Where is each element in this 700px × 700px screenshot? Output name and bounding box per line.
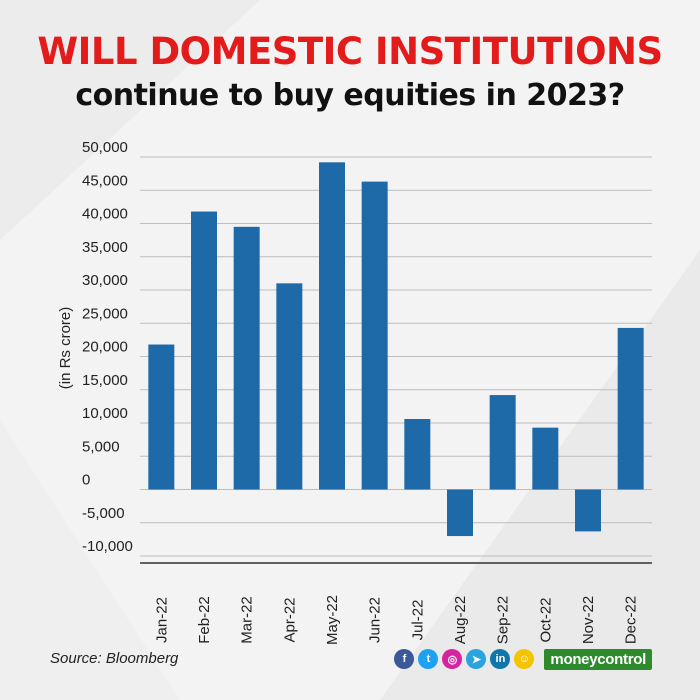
source-note: Source: Bloomberg [50,650,179,667]
chart-title-line2: continue to buy equities in 2023? [75,78,625,113]
x-tick-label: Sep-22 [495,596,512,644]
bar-dec-22 [617,327,644,490]
y-tick-label: -5,000 [82,505,125,522]
x-tick-label: Jan-22 [153,597,170,643]
y-tick-label: 5,000 [82,438,120,455]
bar-oct-22 [532,427,559,490]
facebook-icon[interactable]: f [394,649,415,669]
x-tick-label: Aug-22 [452,596,469,644]
x-tick-label: May-22 [324,595,341,645]
y-tick-label: 50,000 [82,139,128,156]
y-tick-label: 45,000 [82,172,128,189]
y-tick-label: 10,000 [82,405,128,422]
instagram-icon[interactable]: ◎ [442,649,463,669]
y-tick-label: -10,000 [82,538,133,555]
footer-branding: f t ◎ ➤ in ☺ moneycontrol [394,647,652,671]
bar-jun-22 [361,181,388,490]
x-tick-label: Dec-22 [623,596,640,644]
bar-jul-22 [404,419,431,490]
bar-mar-22 [233,226,260,490]
bar-may-22 [319,162,345,490]
bar-nov-22 [575,489,601,532]
y-tick-label: 20,000 [82,339,128,356]
y-axis-label: (in Rs crore) [57,307,74,390]
y-tick-label: 25,000 [82,305,128,322]
y-tick-label: 35,000 [82,239,128,256]
x-tick-label: Jun-22 [367,597,384,643]
bar-feb-22 [191,211,217,490]
chart-title-line1: WILL DOMESTIC INSTITUTIONS [37,30,663,73]
telegram-icon[interactable]: ➤ [466,649,487,669]
x-tick-label: Oct-22 [537,597,554,642]
bar-sep-22 [489,395,516,490]
y-tick-label: 15,000 [82,372,128,389]
x-tick-label: Apr-22 [281,597,298,642]
linkedin-icon[interactable]: in [490,649,511,669]
bar-aug-22 [447,489,473,537]
y-tick-label: 0 [82,472,90,489]
x-tick-label: Nov-22 [580,596,597,644]
x-tick-label: Mar-22 [239,596,256,644]
bar-jan-22 [148,344,175,490]
y-tick-label: 40,000 [82,206,128,223]
bar-apr-22 [276,283,303,490]
x-tick-label: Jul-22 [409,600,426,641]
y-tick-label: 30,000 [82,272,128,289]
moneycontrol-logo: moneycontrol [544,648,652,670]
x-tick-label: Feb-22 [196,596,213,644]
snapchat-icon[interactable]: ☺ [514,649,535,669]
twitter-icon[interactable]: t [418,649,439,669]
